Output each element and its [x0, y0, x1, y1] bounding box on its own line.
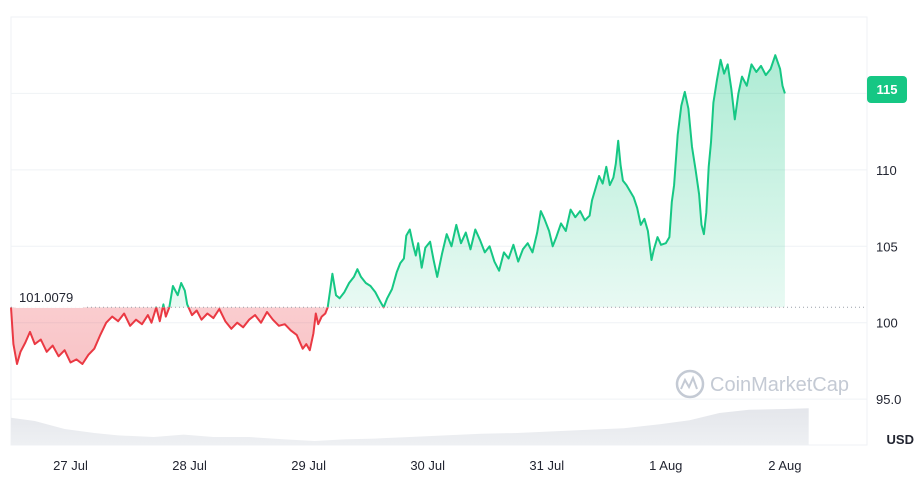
volume-area — [11, 408, 809, 445]
y-tick-label: 105 — [876, 239, 898, 254]
coinmarketcap-logo-icon — [675, 369, 705, 399]
current-price-text: 115 — [877, 82, 898, 97]
baseline-label: 101.0079 — [13, 286, 85, 308]
volume-shape — [11, 408, 809, 445]
price-lines — [10, 54, 786, 365]
watermark-text: CoinMarketCap — [710, 374, 849, 396]
price-line-up — [155, 54, 786, 308]
price-area — [11, 55, 785, 364]
area-fill-up — [162, 55, 785, 308]
watermark: CoinMarketCap — [675, 369, 849, 399]
area-fill-down — [11, 307, 785, 364]
x-tick-label: 2 Aug — [768, 458, 801, 473]
x-axis: 27 Jul 28 Jul 29 Jul 30 Jul 31 Jul 1 Aug 2 Aug — [53, 458, 801, 473]
x-tick-label: 1 Aug — [649, 458, 682, 473]
y-tick-label: 95.0 — [876, 392, 901, 407]
baseline-label-text: 101.0079 — [19, 290, 73, 305]
x-tick-label: 31 Jul — [529, 458, 564, 473]
price-line-down — [10, 307, 385, 365]
x-tick-label: 30 Jul — [410, 458, 445, 473]
x-tick-label: 27 Jul — [53, 458, 88, 473]
y-axis: 95.0 100 105 110 — [876, 163, 901, 407]
x-tick-label: 28 Jul — [172, 458, 207, 473]
x-tick-label: 29 Jul — [291, 458, 326, 473]
y-tick-label: 100 — [876, 316, 898, 331]
current-price-tag: 115 — [867, 76, 907, 103]
y-tick-label: 110 — [876, 163, 897, 178]
currency-unit-label: USD — [887, 432, 914, 447]
